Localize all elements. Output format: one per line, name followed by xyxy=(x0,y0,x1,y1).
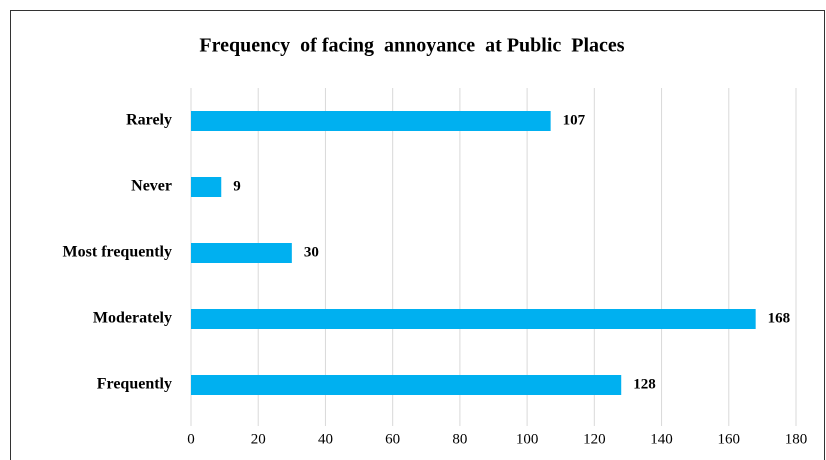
x-tick-label: 60 xyxy=(385,431,400,447)
y-tick-label: Rarely xyxy=(126,112,172,129)
bar xyxy=(191,111,551,131)
bar xyxy=(191,243,292,263)
x-tick-label: 20 xyxy=(251,431,266,447)
x-tick-label: 180 xyxy=(785,431,808,447)
bar xyxy=(191,309,756,329)
x-tick-label: 160 xyxy=(718,431,741,447)
x-tick-label: 80 xyxy=(452,431,467,447)
y-tick-label: Moderately xyxy=(93,310,172,327)
data-label: 107 xyxy=(563,112,586,128)
data-label: 128 xyxy=(633,376,656,392)
data-label: 30 xyxy=(304,244,319,260)
y-tick-label: Never xyxy=(131,178,172,195)
y-tick-label: Most frequently xyxy=(63,244,172,261)
x-tick-label: 100 xyxy=(516,431,539,447)
x-tick-label: 120 xyxy=(583,431,606,447)
chart-title: Frequency of facing annoyance at Public … xyxy=(199,35,624,57)
x-tick-label: 140 xyxy=(650,431,673,447)
y-tick-label: Frequently xyxy=(97,376,172,393)
data-label: 168 xyxy=(768,310,791,326)
x-tick-label: 40 xyxy=(318,431,333,447)
bar xyxy=(191,177,222,197)
x-tick-label: 0 xyxy=(187,431,195,447)
data-label: 9 xyxy=(233,178,241,194)
bar xyxy=(191,375,622,395)
